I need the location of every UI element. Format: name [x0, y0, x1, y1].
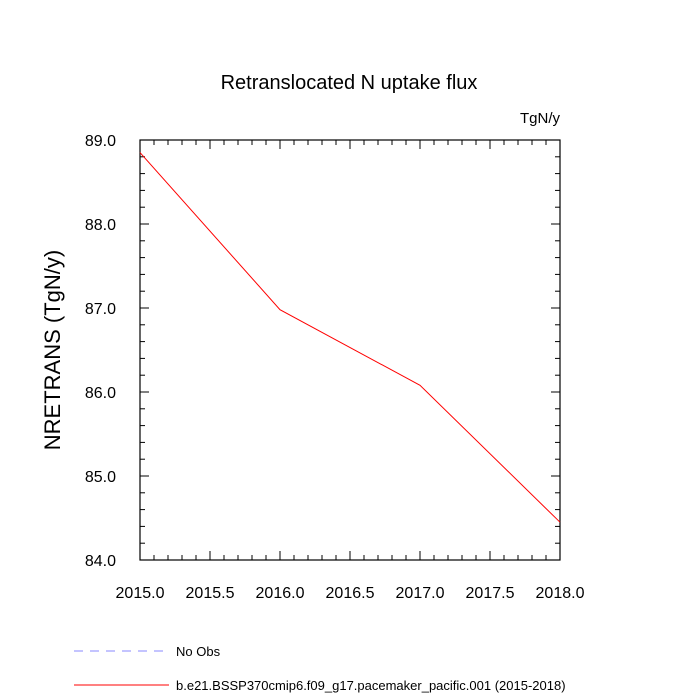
y-tick-label: 89.0 — [85, 133, 116, 150]
x-tick-label: 2015.5 — [186, 585, 235, 602]
y-tick-label: 88.0 — [85, 217, 116, 234]
x-tick-label: 2017.5 — [466, 585, 515, 602]
plot-frame — [139, 139, 561, 561]
plot-lines — [139, 152, 561, 523]
x-tick-label: 2015.0 — [116, 585, 165, 602]
y-tick-label: 85.0 — [85, 469, 116, 486]
axis-ticks — [139, 139, 561, 561]
x-tick-label: 2016.5 — [326, 585, 375, 602]
y-tick-label: 84.0 — [85, 553, 116, 570]
y-tick-label: 87.0 — [85, 301, 116, 318]
x-tick-label: 2017.0 — [396, 585, 445, 602]
y-tick-label: 86.0 — [85, 385, 116, 402]
tick-labels: 2015.0 2015.5 2016.0 2016.5 2017.0 2017.5 2018… — [85, 133, 585, 602]
legend-label: b.e21.BSSP370cmip6.f09_g17.pacemaker_pac… — [176, 678, 566, 693]
units-label: TgN/y — [520, 110, 561, 127]
y-axis-label: NRETRANS (TgN/y) — [40, 250, 65, 450]
x-tick-label: 2018.0 — [536, 585, 585, 602]
legend-label: No Obs — [176, 644, 221, 659]
legend: No Obs b.e21.BSSP370cmip6.f09_g17.pacemak… — [74, 644, 566, 693]
chart-title: Retranslocated N uptake flux — [221, 72, 478, 94]
x-tick-label: 2016.0 — [256, 585, 305, 602]
series-line-1 — [139, 152, 561, 523]
